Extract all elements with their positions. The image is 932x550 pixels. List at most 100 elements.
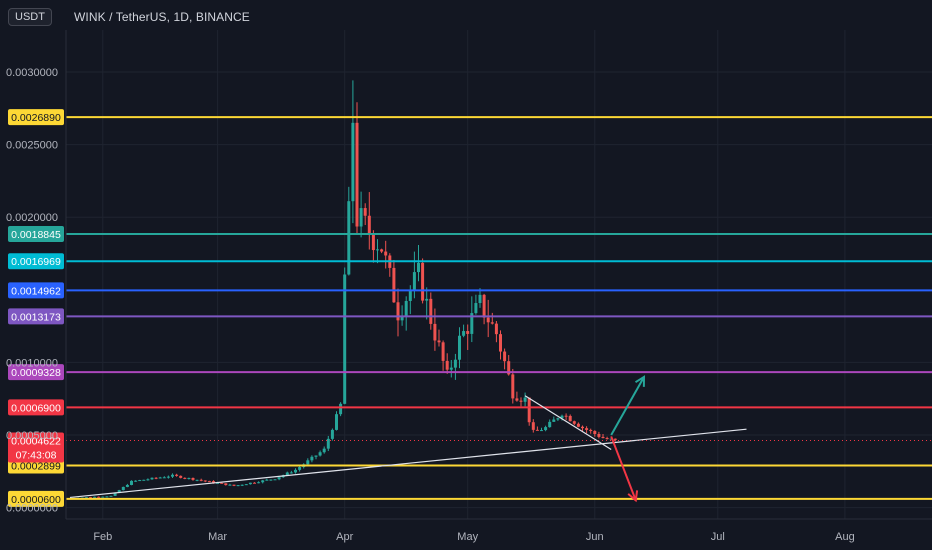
candle-body [236, 485, 240, 487]
candle-body [359, 208, 363, 227]
candle-body [228, 484, 232, 486]
x-tick-label: Mar [208, 531, 227, 543]
candle-body [552, 419, 556, 422]
level-price-tag [8, 225, 64, 242]
candle-body [511, 374, 515, 399]
x-tick-label: Apr [336, 531, 353, 543]
candle-body [367, 215, 371, 235]
candle-body [585, 428, 589, 430]
candle-body [458, 335, 461, 360]
candle-body [470, 313, 474, 334]
candle-body [261, 480, 265, 483]
candle-body [294, 469, 297, 473]
candle-body [84, 497, 88, 499]
currency-button[interactable]: USDT [8, 8, 52, 26]
candle-body [605, 438, 609, 440]
candle-body [289, 472, 293, 474]
candle-body [138, 480, 142, 482]
time-axis[interactable]: Feb Mar Apr May Jun Jul Aug [66, 518, 932, 543]
bearish-target-arrow[interactable] [610, 436, 639, 503]
level-price-label: 0.0014962 [11, 285, 61, 297]
candle-body [523, 397, 527, 402]
y-tick-label: 0.0010000 [6, 357, 58, 369]
candle-body [109, 495, 113, 497]
candle-body [408, 290, 412, 301]
candle-body [117, 490, 121, 493]
candle-body [613, 438, 617, 440]
candle-body [179, 475, 183, 478]
candle-body [429, 298, 433, 324]
candle-body [490, 322, 494, 324]
price-axis[interactable]: 0.00300000.00250000.00200000.00100000.00… [6, 30, 67, 519]
candle-body [441, 342, 445, 361]
last-price-label: 0.0004622 [11, 435, 61, 447]
rising-support-line[interactable] [69, 428, 747, 499]
candle-body [171, 474, 174, 477]
x-tick-label: Jul [711, 531, 725, 543]
descending-resistance-line[interactable] [524, 395, 612, 451]
candle-body [597, 433, 601, 437]
candle-body [154, 477, 158, 479]
candle-body [392, 267, 396, 303]
candle-body [437, 340, 441, 343]
candle-body [306, 460, 310, 465]
candle-body [326, 438, 330, 449]
candle-body [257, 482, 261, 484]
candle-body [203, 480, 207, 482]
candle-body [556, 418, 560, 420]
level-price-tag [8, 490, 64, 507]
candle-body [310, 456, 314, 461]
candle-body [105, 496, 109, 498]
countdown-label: 07:43:08 [16, 449, 57, 461]
candle-body [560, 415, 564, 419]
chart-header: USDT WINK / TetherUS, 1D, BINANCE [0, 0, 932, 34]
candle-body [527, 397, 531, 423]
candle-body [166, 476, 170, 478]
candle-body [330, 429, 334, 439]
candle-body [269, 479, 273, 481]
bullish-target-arrow[interactable] [610, 375, 646, 436]
level-price-label: 0.0002899 [11, 461, 61, 473]
candle-body [142, 479, 146, 481]
candle-body [396, 302, 400, 321]
candle-body [371, 234, 375, 251]
candle-body [507, 361, 511, 375]
candle-body [384, 251, 388, 256]
candle-body [482, 294, 486, 318]
candle-body [593, 431, 597, 434]
candle-body [540, 430, 543, 432]
candle-body [212, 481, 215, 483]
candle-body [363, 208, 367, 216]
candle-body [589, 429, 593, 432]
candle-body [240, 484, 244, 486]
candle-body [146, 479, 150, 481]
candle-body [503, 351, 507, 362]
candle-body [195, 479, 199, 481]
arrow-head [627, 490, 639, 503]
level-price-tag [8, 308, 64, 325]
candle-body [97, 496, 101, 498]
candle-body [130, 480, 133, 485]
x-tick-label: Feb [93, 531, 112, 543]
candle-body [162, 477, 166, 479]
chart-drawings [69, 375, 747, 503]
candle-body [425, 298, 429, 301]
candle-body [248, 482, 252, 485]
candle-body [576, 423, 580, 427]
y-tick-label: 0.0000000 [6, 503, 58, 515]
level-price-tag [8, 109, 64, 126]
arrow-shaft [610, 436, 637, 501]
candle-body [220, 482, 224, 484]
candle-body [224, 483, 228, 486]
candle-body [232, 484, 236, 486]
candle-body [158, 477, 162, 479]
level-price-label: 0.0009328 [11, 367, 61, 379]
candle-body [519, 400, 523, 402]
candle-body [273, 479, 277, 481]
candle-body [404, 300, 408, 316]
level-price-tag [8, 364, 64, 381]
candle-body [314, 455, 318, 457]
candle-body [335, 414, 338, 430]
